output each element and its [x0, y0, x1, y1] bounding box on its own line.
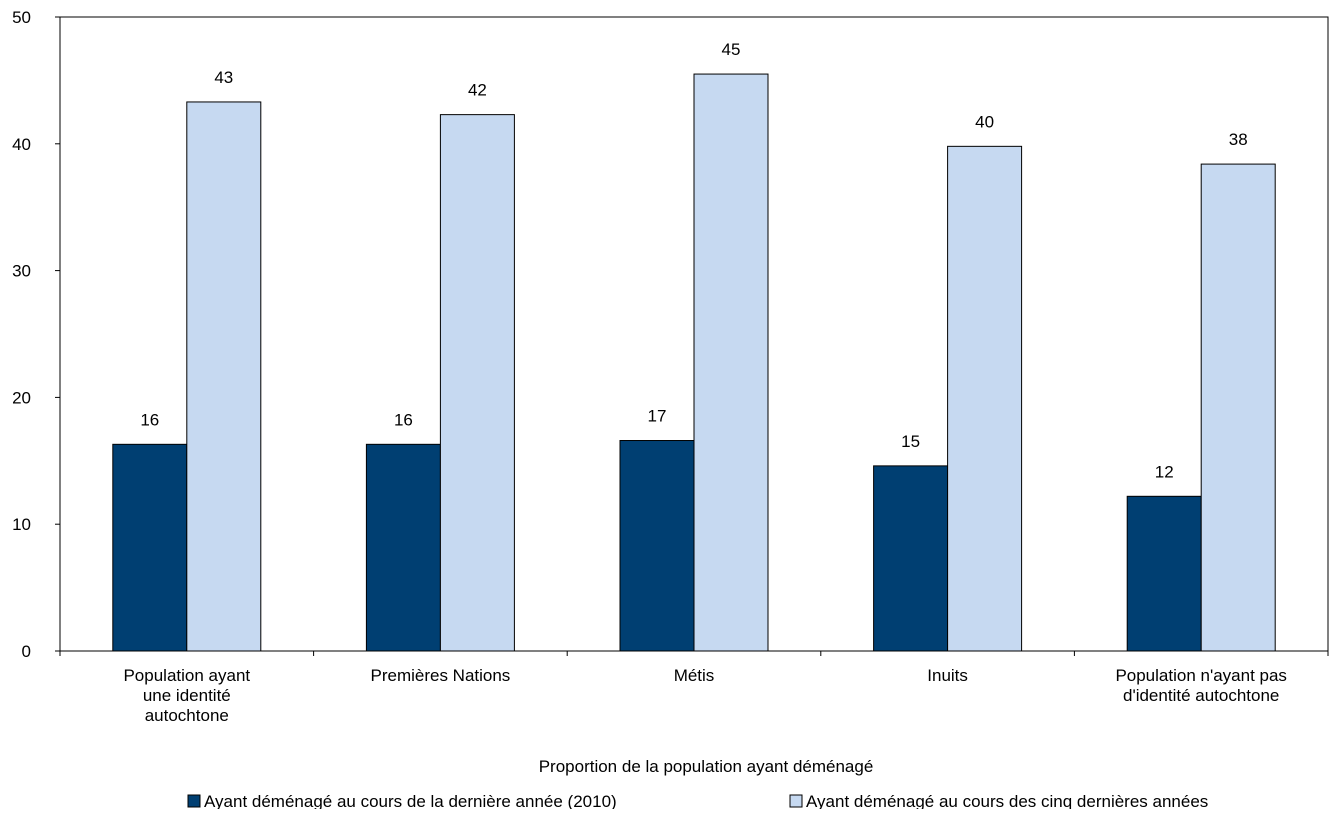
bar-series-2 — [947, 145, 1023, 652]
bar-series-2 — [186, 101, 262, 652]
bar-series-1 — [112, 443, 188, 652]
x-axis-title: Proportion de la population ayant déména… — [539, 757, 874, 776]
y-tick-label: 0 — [22, 642, 31, 661]
legend-swatch-1 — [187, 794, 201, 808]
legend-label-2: Ayant déménagé au cours des cinq dernièr… — [806, 792, 1208, 809]
x-tick-label: Population ayant — [123, 666, 250, 685]
bar-series-1 — [1126, 495, 1202, 652]
x-tick-label: autochtone — [145, 706, 229, 725]
bar-series-2 — [439, 114, 515, 652]
x-tick-label: Inuits — [927, 666, 968, 685]
y-tick-label: 20 — [12, 388, 31, 407]
y-tick-label: 10 — [12, 515, 31, 534]
bar-value-label: 16 — [394, 410, 413, 429]
legend-label-1: Ayant déménagé au cours de la dernière a… — [204, 792, 617, 809]
x-tick-label: d'identité autochtone — [1123, 686, 1279, 705]
bar-series-1 — [873, 465, 949, 652]
bar-series-1 — [365, 443, 441, 652]
x-tick-label: Population n'ayant pas — [1115, 666, 1287, 685]
bar-series-2 — [1200, 163, 1276, 652]
bar-value-label: 15 — [901, 432, 920, 451]
bar-value-label: 42 — [468, 81, 487, 100]
bar-value-label: 12 — [1155, 462, 1174, 481]
x-tick-label: une identité — [143, 686, 231, 705]
bar-value-label: 38 — [1229, 130, 1248, 149]
bar-value-label: 16 — [140, 410, 159, 429]
bar-series-2 — [693, 73, 769, 652]
legend-swatch-2 — [789, 794, 803, 808]
bar-value-label: 40 — [975, 112, 994, 131]
bar-value-label: 43 — [214, 68, 233, 87]
bar-series-1 — [619, 440, 695, 652]
y-tick-label: 50 — [12, 8, 31, 27]
x-tick-label: Métis — [674, 666, 715, 685]
y-tick-label: 30 — [12, 262, 31, 281]
bar-value-label: 17 — [648, 407, 667, 426]
bar-value-label: 45 — [722, 40, 741, 59]
y-tick-label: 40 — [12, 135, 31, 154]
x-tick-label: Premières Nations — [370, 666, 510, 685]
